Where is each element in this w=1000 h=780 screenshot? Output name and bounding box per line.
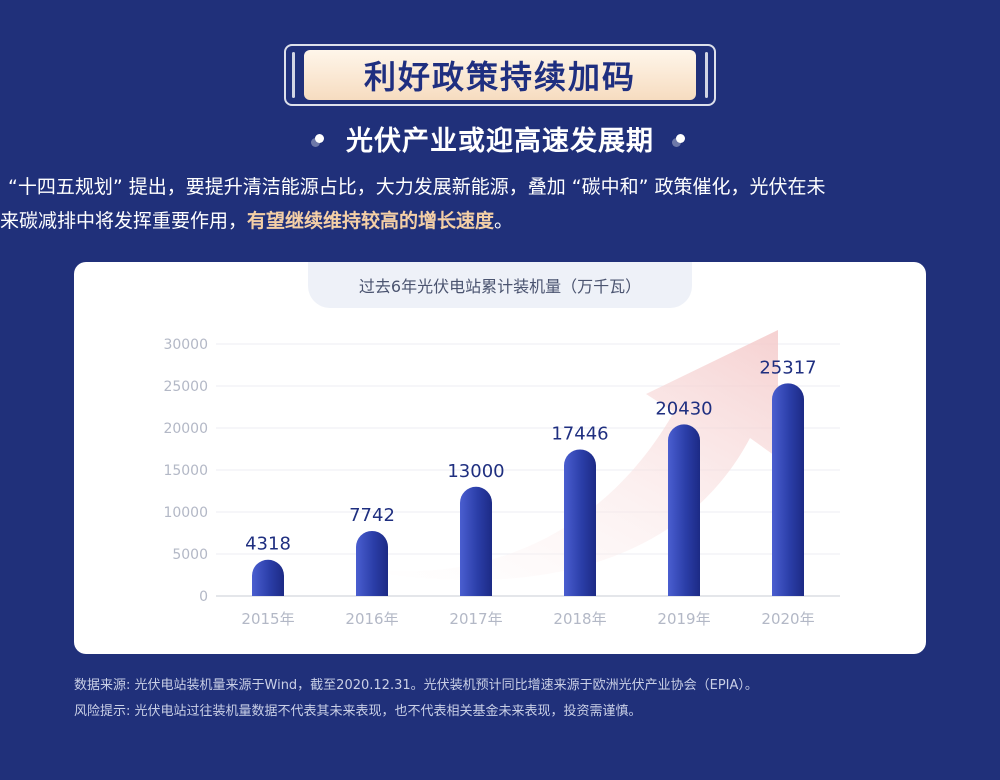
y-tick-label: 20000	[163, 421, 208, 437]
x-tick-label: 2016年	[345, 610, 398, 628]
intro-line-1: “十四五规划” 提出，要提升清洁能源占比，大力发展新能源，叠加 “碳中和” 政策…	[0, 170, 1000, 204]
data-label: 25317	[759, 357, 816, 378]
data-label: 7742	[349, 505, 395, 526]
banner-deco-left	[292, 52, 295, 98]
subtitle-row: 光伏产业或迎高速发展期	[0, 118, 1000, 158]
bullet-dot-left	[315, 134, 324, 143]
data-label: 20430	[655, 398, 712, 419]
intro-line-2: 来碳减排中将发挥重要作用，有望继续维持较高的增长速度。	[0, 204, 1000, 238]
bar-2019年	[668, 424, 700, 596]
bar-2016年	[356, 531, 388, 596]
chart-card: 过去6年光伏电站累计装机量（万千瓦） 0 5000 10000 15000 20000 2…	[74, 262, 926, 654]
x-tick-label: 2018年	[553, 610, 606, 628]
growth-arrow	[324, 330, 778, 580]
intro-paragraph: “十四五规划” 提出，要提升清洁能源占比，大力发展新能源，叠加 “碳中和” 政策…	[0, 170, 1000, 238]
banner-deco-right	[705, 52, 708, 98]
intro-highlight: 有望继续维持较高的增长速度	[247, 210, 494, 232]
bar-2018年	[564, 449, 596, 596]
data-label: 17446	[551, 423, 608, 444]
x-tick-label: 2020年	[761, 610, 814, 628]
y-tick-label: 5000	[172, 547, 208, 563]
x-tick-label: 2015年	[241, 610, 294, 628]
y-tick-label: 30000	[163, 337, 208, 353]
data-label: 4318	[245, 534, 291, 555]
y-tick-label: 15000	[163, 463, 208, 479]
y-tick-label: 25000	[163, 379, 208, 395]
subtitle-text: 光伏产业或迎高速发展期	[346, 119, 654, 158]
data-label: 13000	[447, 461, 504, 482]
y-tick-label: 0	[199, 589, 208, 605]
x-tick-label: 2017年	[449, 610, 502, 628]
bar-2015年	[252, 560, 284, 596]
bar-2017年	[460, 487, 492, 596]
y-tick-label: 10000	[163, 505, 208, 521]
footnote-risk: 风险提示: 光伏电站过往装机量数据不代表其未来表现，也不代表相关基金未来表现，投…	[74, 700, 642, 719]
bullet-dot-right	[676, 134, 685, 143]
x-tick-label: 2019年	[657, 610, 710, 628]
intro-line-2-text: 来碳减排中将发挥重要作用，	[0, 210, 247, 232]
banner-title: 利好政策持续加码	[304, 50, 696, 100]
bar-2020年	[772, 383, 804, 596]
intro-line-2-end: 。	[494, 210, 513, 232]
bar-chart: 0 5000 10000 15000 20000 25000 30000 4318 2015年 7…	[74, 262, 926, 654]
footnote-source: 数据来源: 光伏电站装机量来源于Wind，截至2020.12.31。光伏装机预计…	[74, 674, 758, 693]
